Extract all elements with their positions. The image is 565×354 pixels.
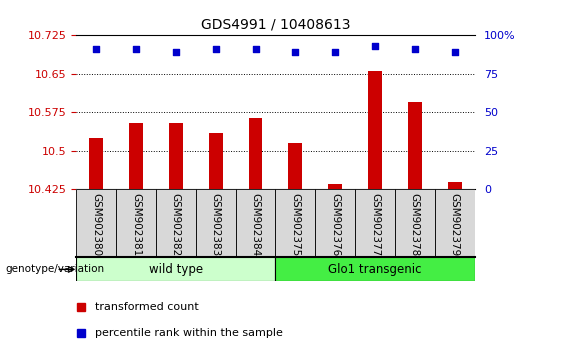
Point — [410, 46, 419, 52]
Bar — [156, 189, 195, 257]
Point — [371, 43, 380, 49]
Point — [331, 50, 340, 55]
Bar — [328, 184, 342, 189]
Text: Glo1 transgenic: Glo1 transgenic — [328, 263, 421, 276]
Title: GDS4991 / 10408613: GDS4991 / 10408613 — [201, 17, 350, 32]
Point — [450, 50, 459, 55]
Bar — [89, 138, 103, 189]
Bar — [315, 189, 355, 257]
Text: GSM902377: GSM902377 — [370, 193, 380, 256]
Text: GSM902384: GSM902384 — [250, 193, 260, 256]
Point — [132, 46, 141, 52]
Text: transformed count: transformed count — [95, 302, 199, 313]
Bar — [116, 189, 156, 257]
Bar — [447, 182, 462, 189]
Text: GSM902382: GSM902382 — [171, 193, 181, 256]
Text: genotype/variation: genotype/variation — [6, 264, 105, 274]
Text: GSM902379: GSM902379 — [450, 193, 460, 256]
Point — [291, 50, 300, 55]
Bar — [236, 189, 276, 257]
Text: GSM902375: GSM902375 — [290, 193, 301, 256]
Bar — [355, 189, 395, 257]
Bar — [76, 257, 276, 281]
Bar — [276, 257, 475, 281]
Bar — [276, 189, 315, 257]
Text: GSM902380: GSM902380 — [91, 193, 101, 256]
Text: GSM902378: GSM902378 — [410, 193, 420, 256]
Bar — [288, 143, 302, 189]
Text: percentile rank within the sample: percentile rank within the sample — [95, 328, 282, 338]
Point — [211, 46, 220, 52]
Bar — [395, 189, 434, 257]
Bar — [408, 102, 422, 189]
Bar — [434, 189, 475, 257]
Point — [251, 46, 260, 52]
Text: GSM902376: GSM902376 — [330, 193, 340, 256]
Bar — [129, 122, 143, 189]
Bar — [249, 118, 263, 189]
Text: GSM902383: GSM902383 — [211, 193, 221, 256]
Point — [92, 46, 101, 52]
Bar — [195, 189, 236, 257]
Bar — [208, 133, 223, 189]
Bar — [368, 71, 382, 189]
Text: GSM902381: GSM902381 — [131, 193, 141, 256]
Point — [171, 50, 180, 55]
Bar — [169, 122, 183, 189]
Bar — [76, 189, 116, 257]
Text: wild type: wild type — [149, 263, 203, 276]
